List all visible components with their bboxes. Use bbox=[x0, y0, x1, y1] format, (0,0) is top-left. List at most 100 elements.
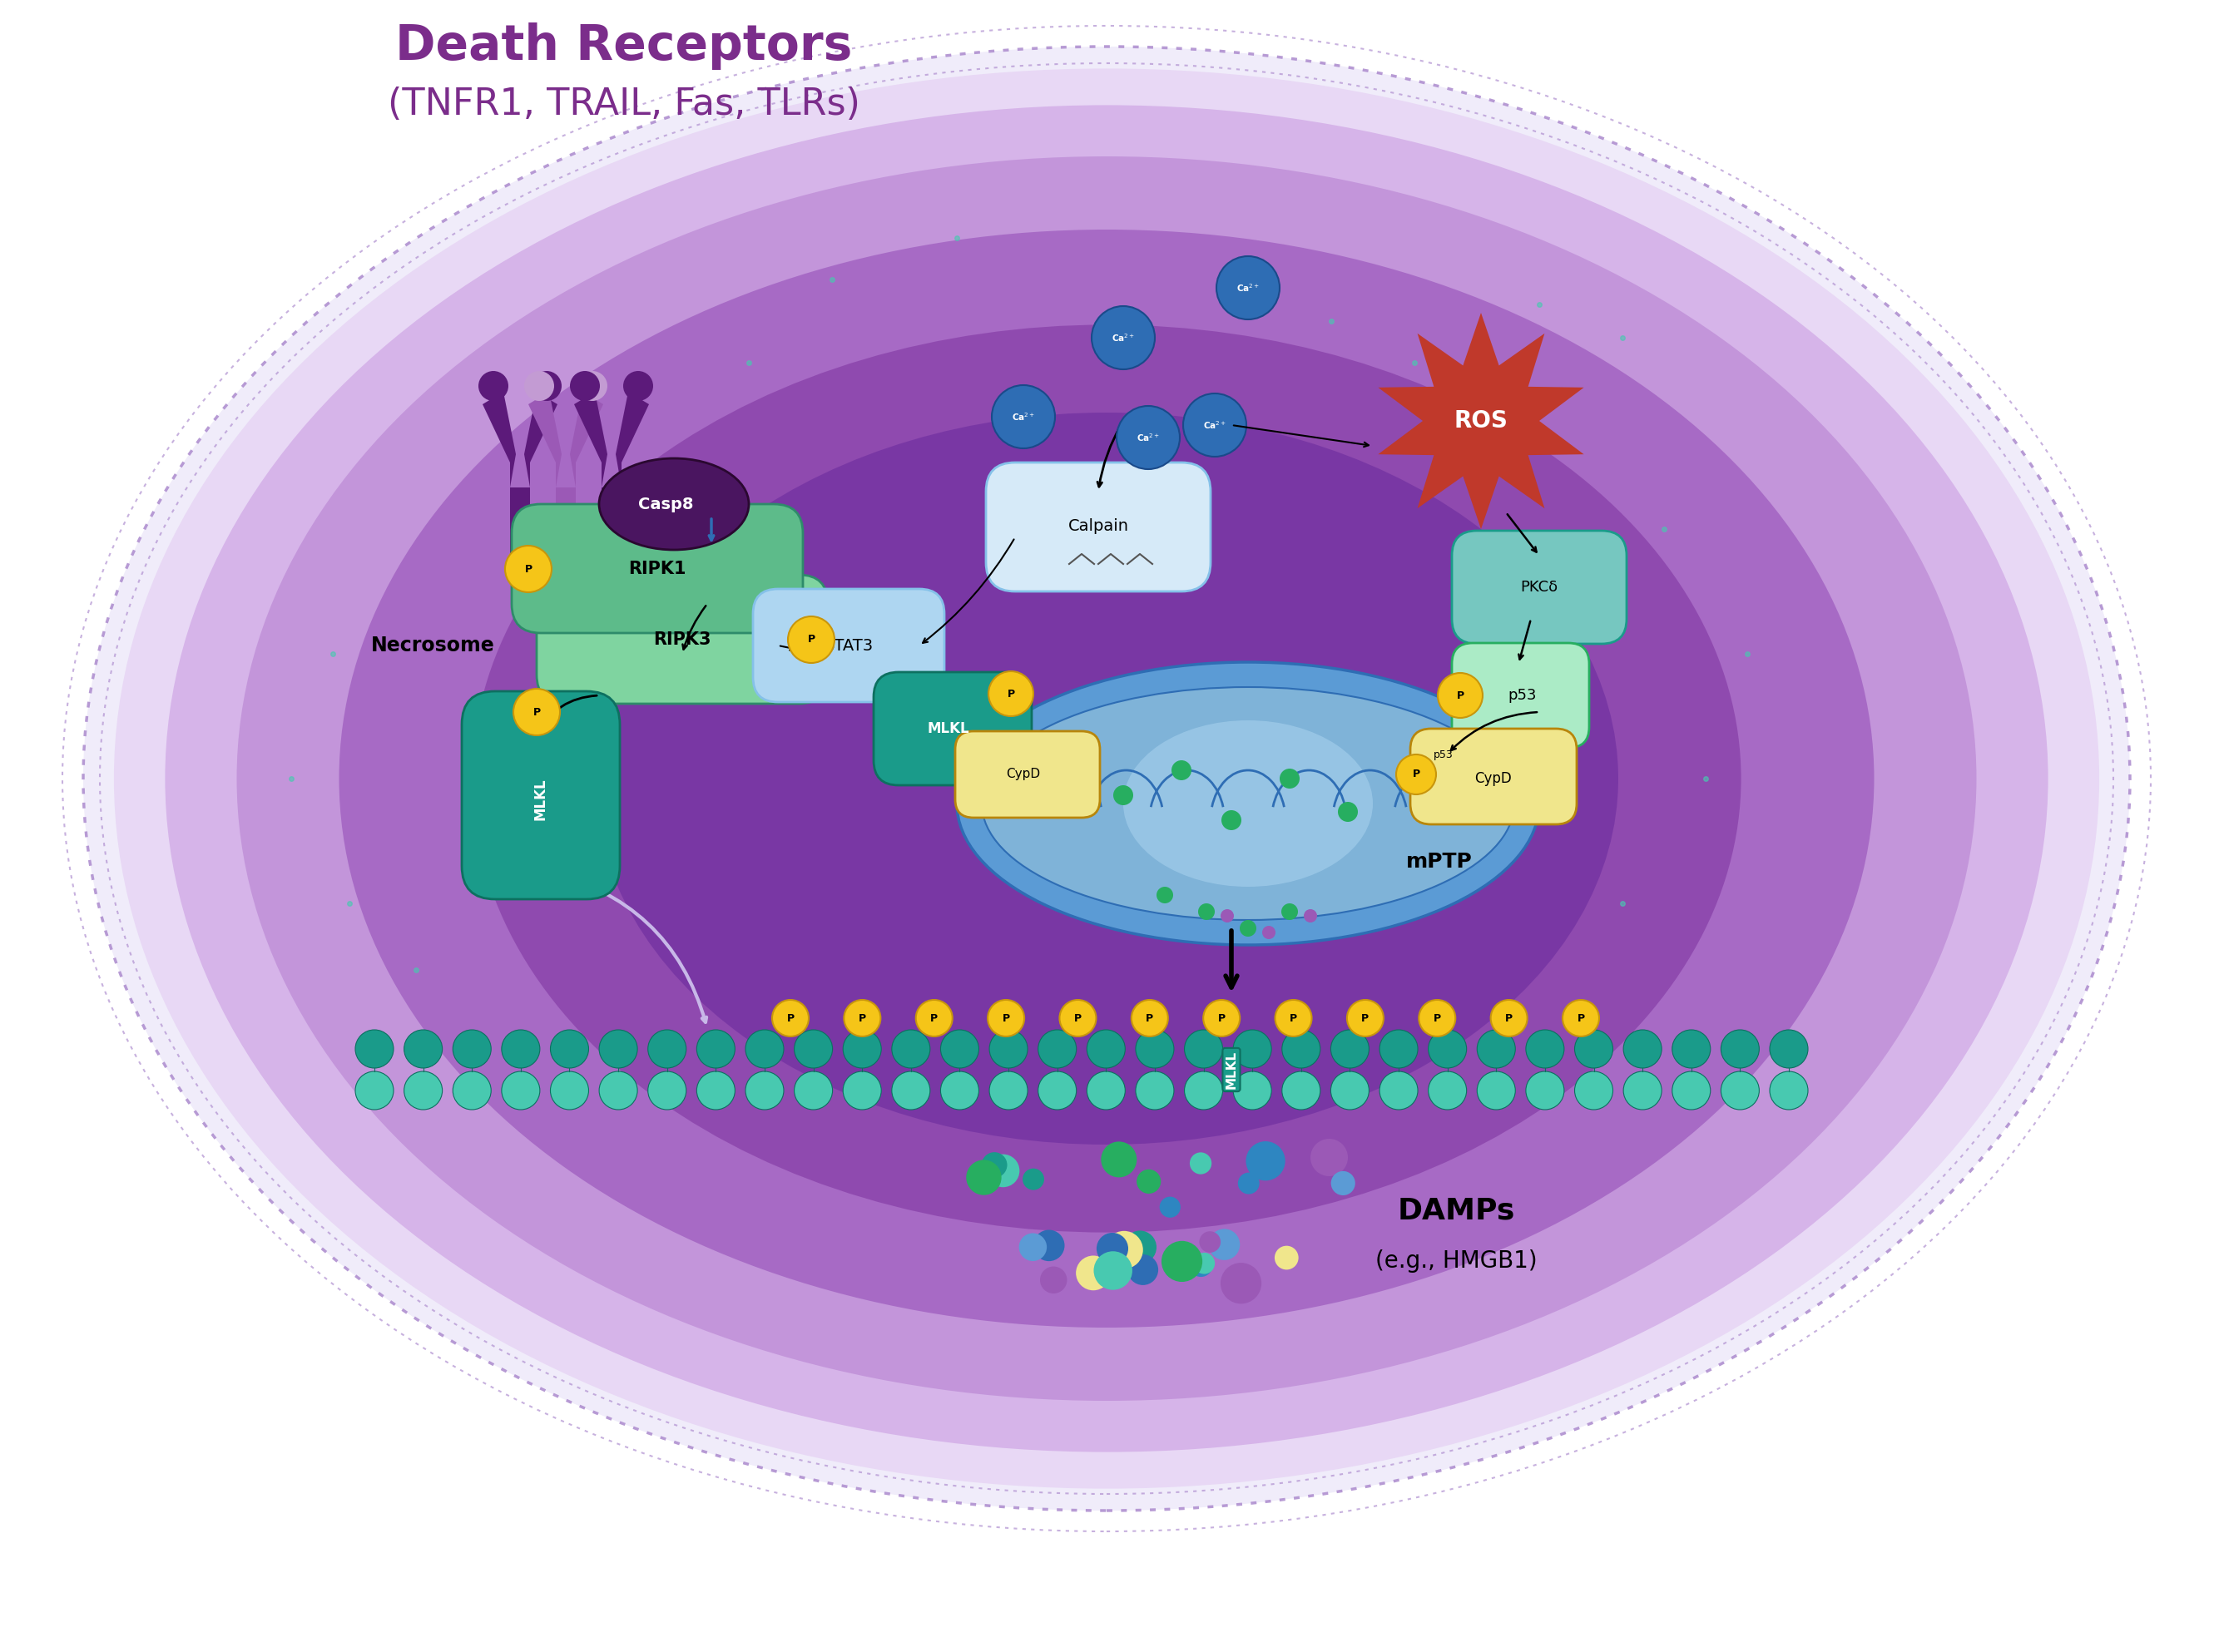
Text: P: P bbox=[1578, 1013, 1584, 1024]
Text: Ca$^{2+}$: Ca$^{2+}$ bbox=[1203, 420, 1227, 431]
Circle shape bbox=[648, 1072, 686, 1110]
FancyBboxPatch shape bbox=[462, 691, 619, 899]
Text: Ca$^{2+}$: Ca$^{2+}$ bbox=[1236, 282, 1260, 294]
Circle shape bbox=[550, 1029, 588, 1069]
Circle shape bbox=[1161, 1196, 1181, 1218]
Circle shape bbox=[1156, 887, 1174, 904]
Text: mPTP: mPTP bbox=[1407, 852, 1473, 872]
Circle shape bbox=[1491, 999, 1527, 1036]
Circle shape bbox=[1673, 1072, 1711, 1110]
Text: Ca$^{2+}$: Ca$^{2+}$ bbox=[1136, 431, 1161, 443]
Circle shape bbox=[1038, 1029, 1076, 1069]
Circle shape bbox=[404, 1029, 442, 1069]
Circle shape bbox=[1185, 1072, 1223, 1110]
Polygon shape bbox=[1378, 312, 1584, 529]
Text: p53: p53 bbox=[1509, 687, 1538, 702]
Circle shape bbox=[1624, 1029, 1662, 1069]
FancyBboxPatch shape bbox=[874, 672, 1032, 785]
Text: P: P bbox=[808, 634, 814, 644]
Text: Ca$^{2+}$: Ca$^{2+}$ bbox=[1112, 332, 1134, 344]
Circle shape bbox=[1305, 909, 1318, 922]
Circle shape bbox=[453, 1072, 490, 1110]
Circle shape bbox=[1575, 1072, 1613, 1110]
Text: RIPK1: RIPK1 bbox=[628, 560, 686, 577]
Ellipse shape bbox=[164, 106, 2048, 1452]
Circle shape bbox=[1478, 1072, 1516, 1110]
Text: P: P bbox=[859, 1013, 865, 1024]
Circle shape bbox=[1203, 999, 1240, 1036]
Circle shape bbox=[1136, 1072, 1174, 1110]
Circle shape bbox=[1429, 1029, 1467, 1069]
Text: ROS: ROS bbox=[1453, 410, 1509, 433]
Text: PKCδ: PKCδ bbox=[1520, 580, 1558, 595]
Text: P: P bbox=[1289, 1013, 1298, 1024]
Text: (TNFR1, TRAIL, Fas, TLRs): (TNFR1, TRAIL, Fas, TLRs) bbox=[388, 88, 861, 122]
Polygon shape bbox=[510, 487, 530, 553]
Circle shape bbox=[479, 372, 508, 401]
Text: P: P bbox=[1362, 1013, 1369, 1024]
Circle shape bbox=[1220, 809, 1240, 831]
Circle shape bbox=[1276, 999, 1311, 1036]
Circle shape bbox=[990, 1072, 1027, 1110]
Circle shape bbox=[1092, 306, 1154, 370]
Text: P: P bbox=[1218, 1013, 1225, 1024]
Circle shape bbox=[1380, 1029, 1418, 1069]
Circle shape bbox=[1136, 1170, 1161, 1194]
Circle shape bbox=[1023, 1168, 1045, 1189]
Circle shape bbox=[1283, 1029, 1320, 1069]
Circle shape bbox=[1245, 1142, 1285, 1181]
Circle shape bbox=[1338, 801, 1358, 821]
Circle shape bbox=[599, 1072, 637, 1110]
Text: CypD: CypD bbox=[1005, 768, 1041, 781]
Circle shape bbox=[1722, 1029, 1760, 1069]
Text: STAT3: STAT3 bbox=[823, 638, 874, 654]
Circle shape bbox=[355, 1029, 393, 1069]
Circle shape bbox=[987, 671, 1034, 717]
Circle shape bbox=[1418, 999, 1456, 1036]
Circle shape bbox=[1087, 1029, 1125, 1069]
Circle shape bbox=[794, 1029, 832, 1069]
Circle shape bbox=[1624, 1072, 1662, 1110]
Circle shape bbox=[941, 1072, 979, 1110]
Text: (e.g., HMGB1): (e.g., HMGB1) bbox=[1376, 1249, 1538, 1272]
Circle shape bbox=[746, 1072, 783, 1110]
Ellipse shape bbox=[237, 157, 1977, 1401]
Circle shape bbox=[1331, 1171, 1356, 1196]
Text: DAMPs: DAMPs bbox=[1398, 1198, 1516, 1226]
Circle shape bbox=[1331, 1072, 1369, 1110]
Polygon shape bbox=[524, 392, 557, 487]
Circle shape bbox=[1283, 1072, 1320, 1110]
Circle shape bbox=[1280, 768, 1300, 788]
Circle shape bbox=[1189, 1254, 1212, 1277]
Circle shape bbox=[533, 372, 561, 401]
Circle shape bbox=[1220, 909, 1234, 922]
Circle shape bbox=[916, 999, 952, 1036]
Circle shape bbox=[1771, 1072, 1808, 1110]
Circle shape bbox=[1311, 1138, 1347, 1176]
Polygon shape bbox=[482, 392, 515, 487]
Circle shape bbox=[355, 1072, 393, 1110]
Circle shape bbox=[1209, 1229, 1240, 1260]
Text: P: P bbox=[1007, 689, 1014, 699]
Circle shape bbox=[892, 1072, 930, 1110]
Ellipse shape bbox=[981, 687, 1513, 920]
Text: Ca$^{2+}$: Ca$^{2+}$ bbox=[1012, 411, 1034, 423]
Circle shape bbox=[981, 1151, 1007, 1178]
Circle shape bbox=[1274, 1246, 1298, 1270]
Circle shape bbox=[697, 1072, 734, 1110]
Polygon shape bbox=[528, 392, 561, 487]
Circle shape bbox=[524, 372, 555, 401]
Text: P: P bbox=[1411, 770, 1420, 780]
Circle shape bbox=[1094, 1251, 1132, 1290]
Circle shape bbox=[1234, 1029, 1271, 1069]
FancyBboxPatch shape bbox=[1451, 530, 1627, 644]
Circle shape bbox=[1234, 1072, 1271, 1110]
Text: P: P bbox=[786, 1013, 794, 1024]
Polygon shape bbox=[570, 392, 604, 487]
Circle shape bbox=[1096, 1232, 1127, 1264]
Circle shape bbox=[1527, 1072, 1564, 1110]
Text: MLKL: MLKL bbox=[928, 722, 970, 737]
Polygon shape bbox=[575, 392, 608, 487]
Text: Death Receptors: Death Receptors bbox=[395, 23, 852, 71]
Circle shape bbox=[1771, 1029, 1808, 1069]
